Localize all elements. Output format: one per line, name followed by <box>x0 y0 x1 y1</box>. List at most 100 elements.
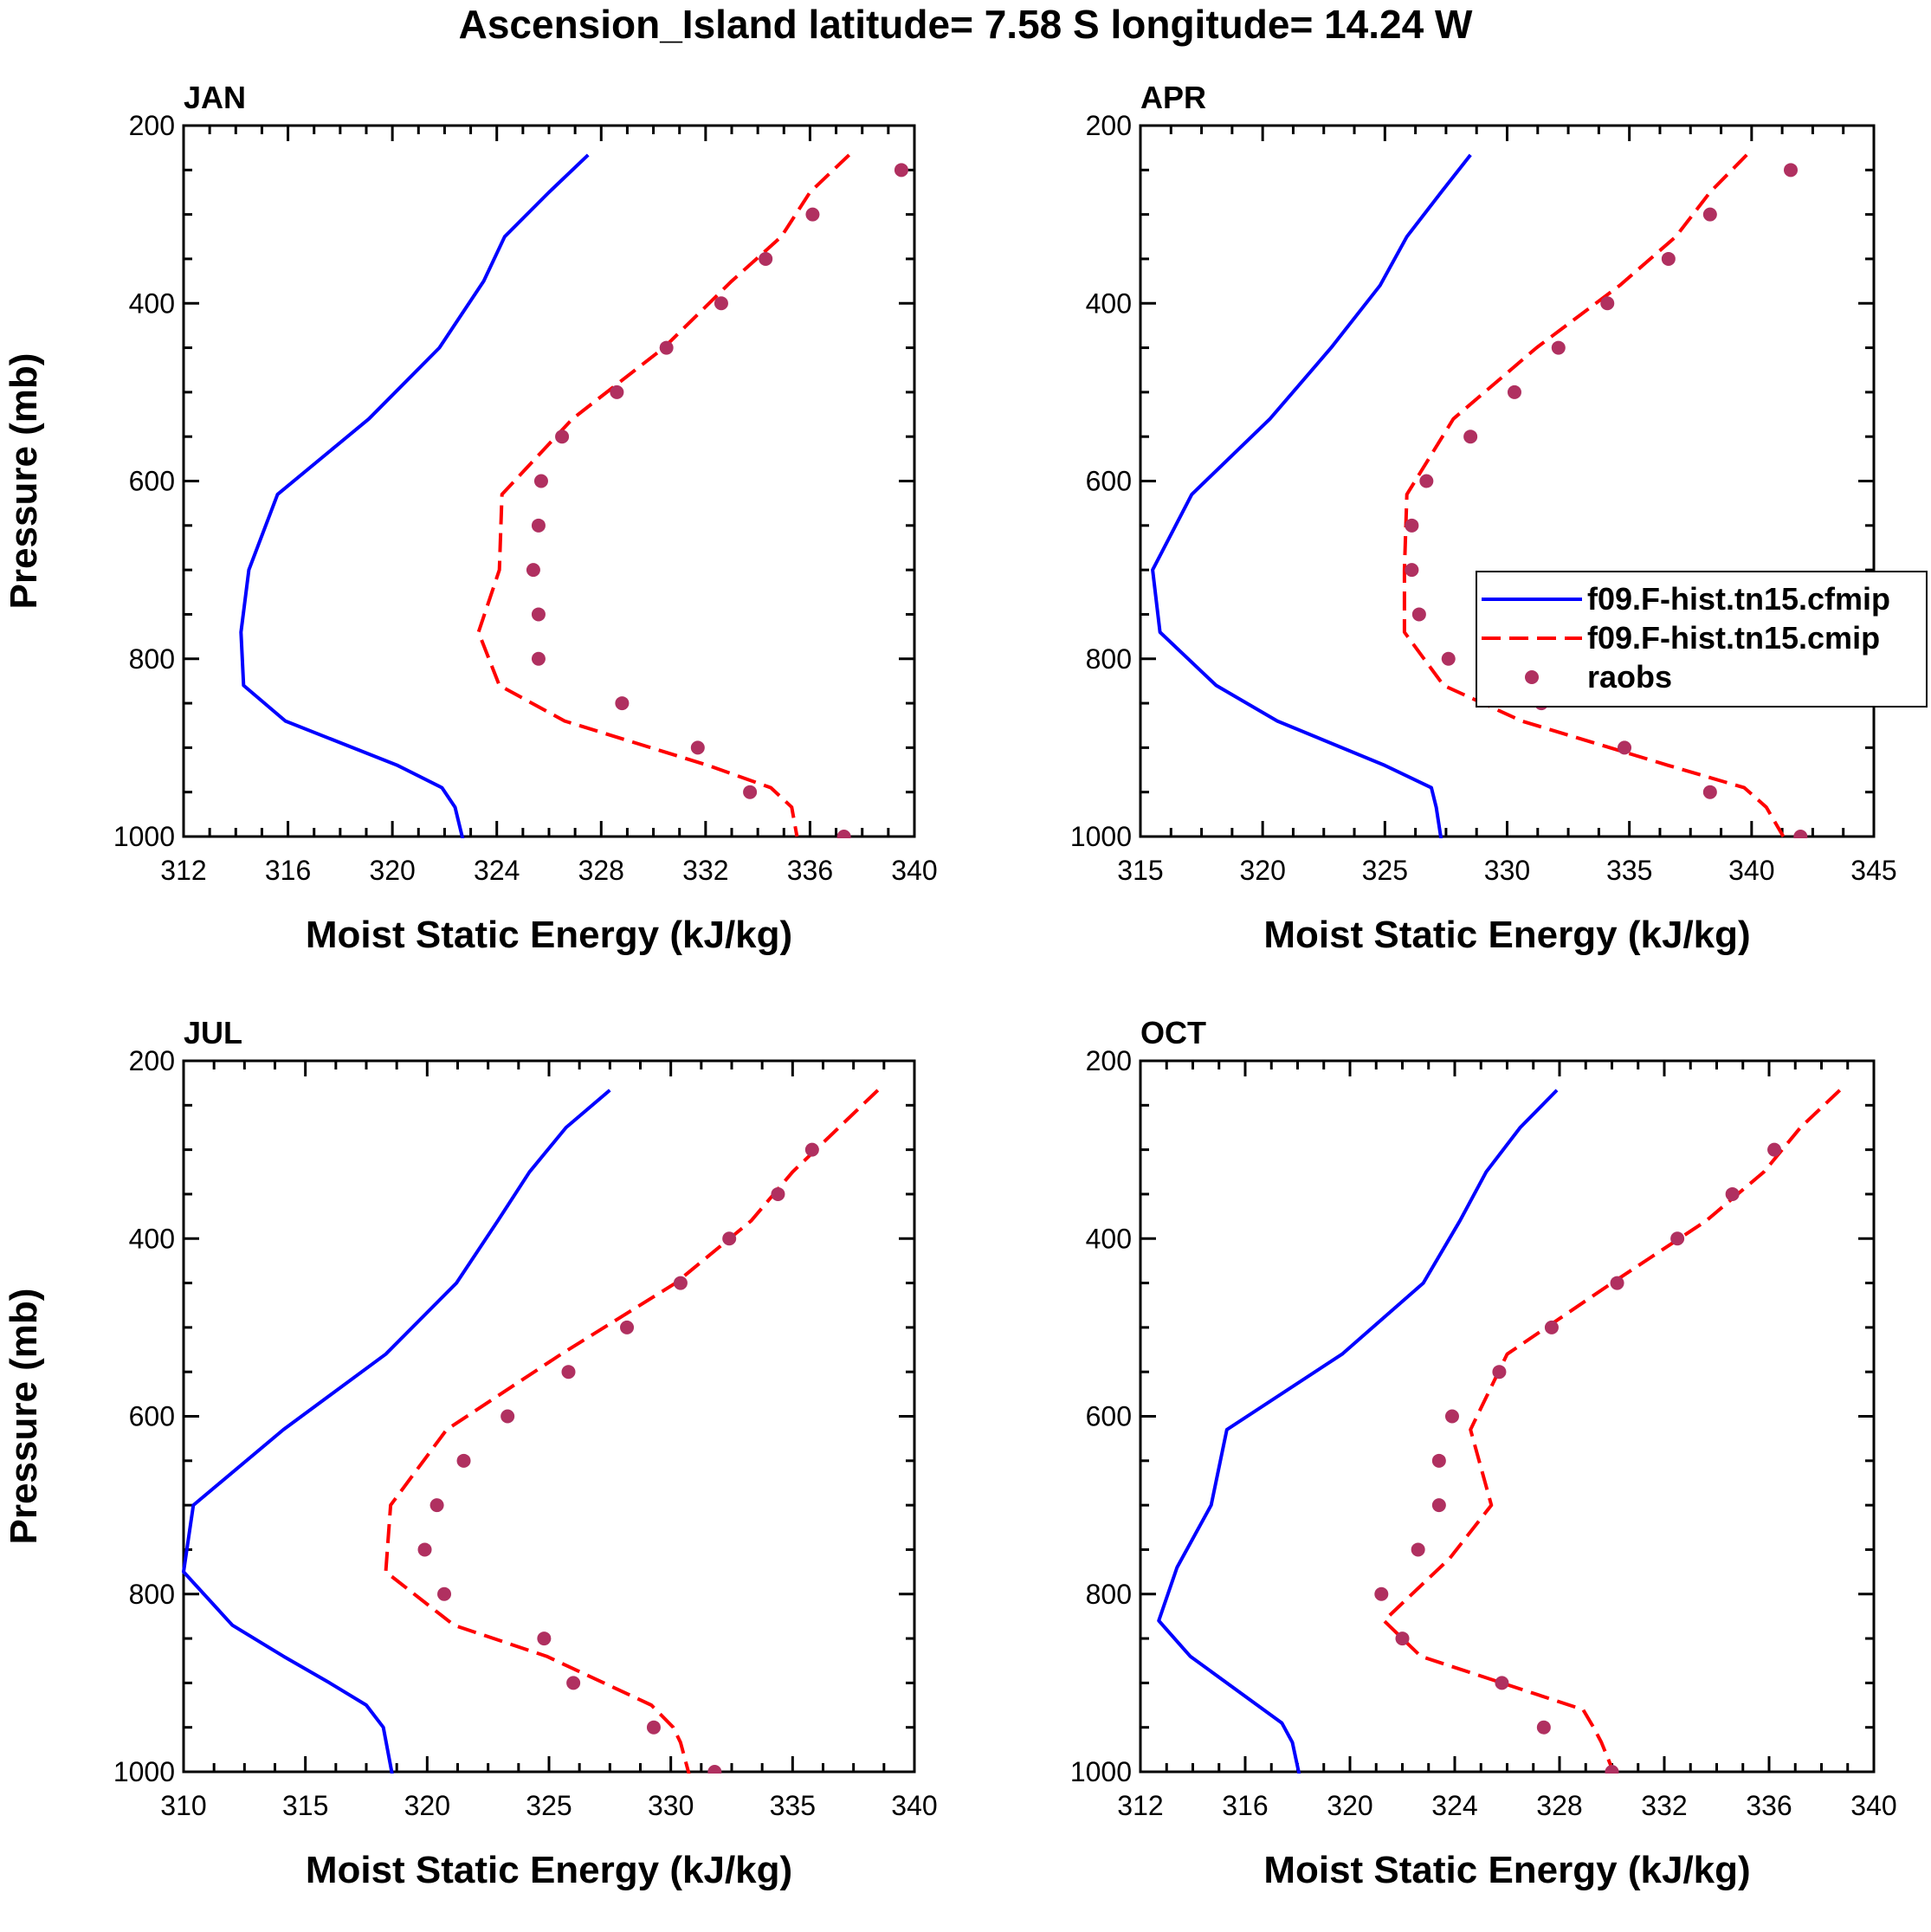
raobs-point <box>1551 340 1566 355</box>
x-tick-label: 315 <box>282 1790 328 1821</box>
raobs-point <box>1725 1186 1740 1201</box>
cmip-line <box>1382 1089 1842 1774</box>
raobs-point <box>531 651 546 666</box>
raobs-point <box>531 518 546 533</box>
cmip-line <box>384 1089 880 1774</box>
y-tick-label: 1000 <box>1070 1756 1132 1787</box>
x-tick-label: 310 <box>160 1790 206 1821</box>
raobs-point <box>620 1320 635 1334</box>
legend-raobs-swatch <box>1525 670 1539 684</box>
raobs-point <box>1544 1320 1559 1334</box>
x-tick-label: 328 <box>578 855 624 886</box>
raobs-point <box>1702 207 1717 222</box>
series-group <box>1151 153 1808 838</box>
x-tick-label: 315 <box>1117 855 1163 886</box>
raobs-point <box>526 563 540 578</box>
x-tick-label: 340 <box>891 1790 937 1821</box>
y-tick-label: 400 <box>129 1223 175 1254</box>
raobs-point <box>1441 651 1456 666</box>
y-tick-label: 600 <box>1086 1401 1132 1432</box>
raobs-point <box>743 785 758 799</box>
legend-label: raobs <box>1587 659 1672 695</box>
x-tick-label: 335 <box>770 1790 816 1821</box>
x-tick-label: 332 <box>1641 1790 1687 1821</box>
raobs-point <box>646 1720 661 1735</box>
raobs-point <box>1661 251 1676 266</box>
x-axis-title: Moist Static Energy (kJ/kg) <box>306 914 792 956</box>
x-tick-label: 332 <box>682 855 728 886</box>
raobs-point <box>1702 785 1717 799</box>
y-tick-label: 1000 <box>113 1756 175 1787</box>
raobs-point <box>610 384 624 399</box>
raobs-point <box>1444 1409 1459 1424</box>
plot-frame <box>1139 124 1876 838</box>
legend-label: f09.F-hist.tn15.cfmip <box>1587 581 1890 617</box>
raobs-point <box>1419 474 1434 488</box>
x-tick-label: 340 <box>1850 1790 1896 1821</box>
y-tick-label: 200 <box>129 1045 175 1076</box>
y-tick-label: 200 <box>1086 1045 1132 1076</box>
raobs-point <box>1618 740 1632 755</box>
x-tick-label: 325 <box>526 1790 572 1821</box>
raobs-point <box>1374 1586 1389 1601</box>
raobs-point <box>1431 1453 1446 1468</box>
raobs-point <box>417 1542 432 1557</box>
series-group <box>1157 1089 1842 1774</box>
plot-frame <box>182 1059 916 1774</box>
cfmip-line <box>182 1089 611 1774</box>
y-tick-label: 600 <box>129 466 175 497</box>
raobs-point <box>894 163 908 178</box>
y-tick-label: 400 <box>1086 288 1132 319</box>
raobs-point <box>615 696 630 711</box>
raobs-point <box>429 1498 444 1513</box>
raobs-point <box>714 296 728 311</box>
panel-label: OCT <box>1140 1015 1206 1050</box>
x-tick-label: 345 <box>1850 855 1896 886</box>
x-tick-label: 324 <box>1431 1790 1477 1821</box>
raobs-point <box>1793 830 1808 838</box>
raobs-point <box>1395 1632 1410 1646</box>
figure-title: Ascension_Island latitude= 7.58 S longit… <box>459 2 1473 47</box>
x-tick-label: 335 <box>1606 855 1652 886</box>
y-tick-label: 800 <box>1086 1579 1132 1610</box>
raobs-point <box>1670 1231 1685 1246</box>
x-tick-label: 312 <box>160 855 206 886</box>
raobs-point <box>771 1186 785 1201</box>
raobs-point <box>836 830 851 838</box>
raobs-point <box>759 251 773 266</box>
raobs-point <box>1495 1676 1509 1690</box>
cfmip-line <box>1151 153 1472 838</box>
raobs-point <box>1411 1542 1425 1557</box>
raobs-point <box>1784 163 1799 178</box>
series-group <box>239 153 908 838</box>
x-tick-label: 328 <box>1536 1790 1582 1821</box>
raobs-point <box>437 1586 452 1601</box>
x-tick-label: 336 <box>787 855 833 886</box>
raobs-point <box>1600 296 1615 311</box>
x-axis-title: Moist Static Energy (kJ/kg) <box>306 1849 792 1891</box>
raobs-point <box>501 1409 515 1424</box>
raobs-point <box>561 1365 576 1380</box>
cmip-line <box>1402 153 1786 838</box>
x-tick-label: 330 <box>1484 855 1530 886</box>
raobs-point <box>805 207 820 222</box>
y-tick-label: 1000 <box>1070 821 1132 852</box>
raobs-point <box>722 1231 737 1246</box>
x-tick-label: 316 <box>265 855 311 886</box>
x-tick-label: 340 <box>1728 855 1774 886</box>
legend: f09.F-hist.tn15.cfmipf09.F-hist.tn15.cmi… <box>1476 571 1928 708</box>
y-tick-label: 800 <box>1086 643 1132 675</box>
x-tick-label: 325 <box>1362 855 1408 886</box>
y-tick-label: 800 <box>129 643 175 675</box>
raobs-point <box>673 1276 688 1290</box>
y-tick-label: 200 <box>1086 110 1132 141</box>
raobs-point <box>566 1676 581 1690</box>
raobs-point <box>659 340 674 355</box>
raobs-point <box>1767 1142 1782 1157</box>
x-axis-title: Moist Static Energy (kJ/kg) <box>1263 1849 1750 1891</box>
raobs-point <box>456 1453 471 1468</box>
